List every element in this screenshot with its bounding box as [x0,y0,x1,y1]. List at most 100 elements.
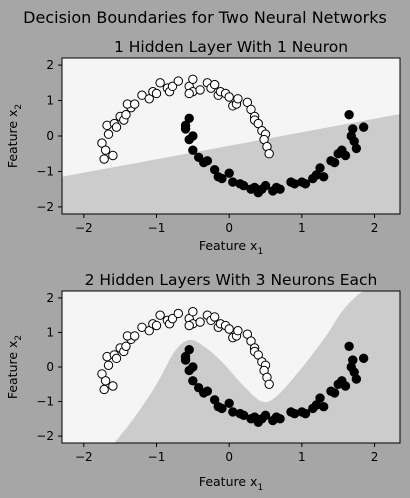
y-tick-label: 1 [46,325,54,339]
data-point-class-1 [188,362,198,372]
x-tick-label: 1 [298,450,306,464]
data-point-class-0 [264,149,274,159]
series-class-0 [97,74,274,164]
data-point-class-0 [195,317,205,327]
data-point-class-1 [318,402,329,412]
y-axis-label: Feature x2 [5,104,24,168]
x-tick-label: 2 [371,221,379,235]
data-point-class-1 [188,145,198,155]
data-point-class-1 [188,376,198,386]
data-point-class-1 [315,393,325,403]
data-point-class-0 [99,154,109,164]
x-tick-label: −2 [75,450,93,464]
data-point-class-0 [184,88,194,99]
data-point-class-1 [346,362,356,372]
x-tick-label: −1 [148,450,166,464]
data-point-class-1 [202,386,213,396]
data-point-class-1 [184,345,194,355]
region-class-1 [62,114,400,214]
data-point-class-0 [167,313,178,324]
data-point-class-0 [111,353,122,364]
data-point-class-0 [184,320,194,331]
y-tick-label: −1 [36,164,54,178]
x-tick-label: 1 [298,221,306,235]
data-point-class-1 [180,355,191,365]
data-point-class-0 [121,110,131,120]
data-point-class-0 [151,320,162,331]
data-point-class-1 [184,113,194,123]
data-point-class-1 [344,341,354,351]
data-point-class-0 [233,94,243,104]
data-point-class-1 [358,122,369,132]
data-point-class-1 [224,398,234,408]
data-point-class-0 [108,381,118,391]
y-tick-label: 2 [46,58,54,72]
data-point-class-0 [103,129,114,139]
data-point-class-1 [202,156,213,166]
data-point-class-1 [260,180,271,191]
data-point-class-0 [103,360,114,370]
x-axis-label: Feature x1 [199,238,263,257]
data-point-class-1 [217,403,227,414]
y-tick-label: 2 [46,291,54,305]
data-point-class-0 [100,145,111,155]
x-tick-label: 0 [225,221,233,235]
series-class-0 [97,307,274,395]
data-point-class-1 [346,131,356,141]
y-tick-label: 0 [46,129,54,143]
data-point-class-0 [224,92,234,102]
x-tick-label: −1 [148,221,166,235]
series-class-1 [180,110,369,198]
data-point-class-1 [180,124,191,134]
y-tick-label: 0 [46,360,54,374]
data-point-class-1 [275,414,285,424]
series-class-1 [180,341,369,427]
data-point-class-0 [155,310,165,320]
data-point-class-0 [173,76,184,86]
x-axis-label: Feature x1 [199,474,263,493]
x-tick-label: 0 [225,450,233,464]
data-point-class-1 [340,381,351,391]
data-point-class-0 [233,326,243,336]
x-tick-label: −2 [75,221,93,235]
data-point-class-1 [224,168,234,178]
data-point-class-0 [264,379,274,389]
y-tick-label: −1 [36,395,54,409]
data-point-class-0 [99,384,109,395]
data-point-class-0 [121,341,131,351]
data-point-class-1 [351,143,362,154]
data-point-class-0 [224,324,234,334]
data-point-class-0 [155,78,165,88]
data-point-class-1 [329,388,340,398]
data-point-class-1 [260,410,271,421]
data-point-class-0 [173,308,184,319]
data-point-class-0 [209,312,220,322]
data-point-class-1 [340,150,351,161]
region-class-1 [114,291,400,443]
data-point-class-0 [195,85,205,95]
data-point-class-0 [167,81,178,92]
chart-panel-1: −2 −1 0 1 2 −2 −1 0 1 2 1 Hidden Layer With 1 Neur… [5,38,401,257]
chart-title: 1 Hidden Layer With 1 Neuron [114,38,348,56]
data-point-class-0 [188,74,198,84]
chart-title: 2 Hidden Layers With 3 Neurons Each [85,271,378,289]
data-point-class-1 [351,374,362,384]
data-point-class-0 [129,331,140,341]
data-point-class-1 [318,172,329,182]
figure-suptitle: Decision Boundaries for Two Neural Netwo… [23,8,387,27]
data-point-class-1 [300,408,311,419]
data-point-class-1 [315,163,325,173]
data-point-class-0 [209,79,220,90]
data-point-class-0 [111,122,122,132]
data-point-class-1 [329,157,340,168]
y-tick-label: 1 [46,94,54,108]
y-tick-label: −2 [36,200,54,214]
data-point-class-0 [129,99,140,109]
y-tick-label: −2 [36,429,54,443]
chart-panel-2: −2 −1 0 1 2 −2 −1 0 1 2 2 Hidden Layers With 3 Neu… [5,271,401,493]
data-point-class-1 [344,110,354,120]
data-point-class-0 [188,307,198,317]
x-tick-label: 2 [371,450,379,464]
data-point-class-1 [188,131,198,141]
